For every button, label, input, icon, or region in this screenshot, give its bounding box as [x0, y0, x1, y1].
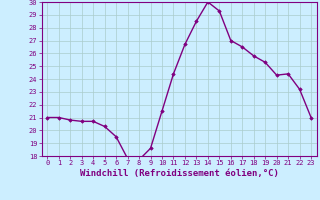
X-axis label: Windchill (Refroidissement éolien,°C): Windchill (Refroidissement éolien,°C): [80, 169, 279, 178]
